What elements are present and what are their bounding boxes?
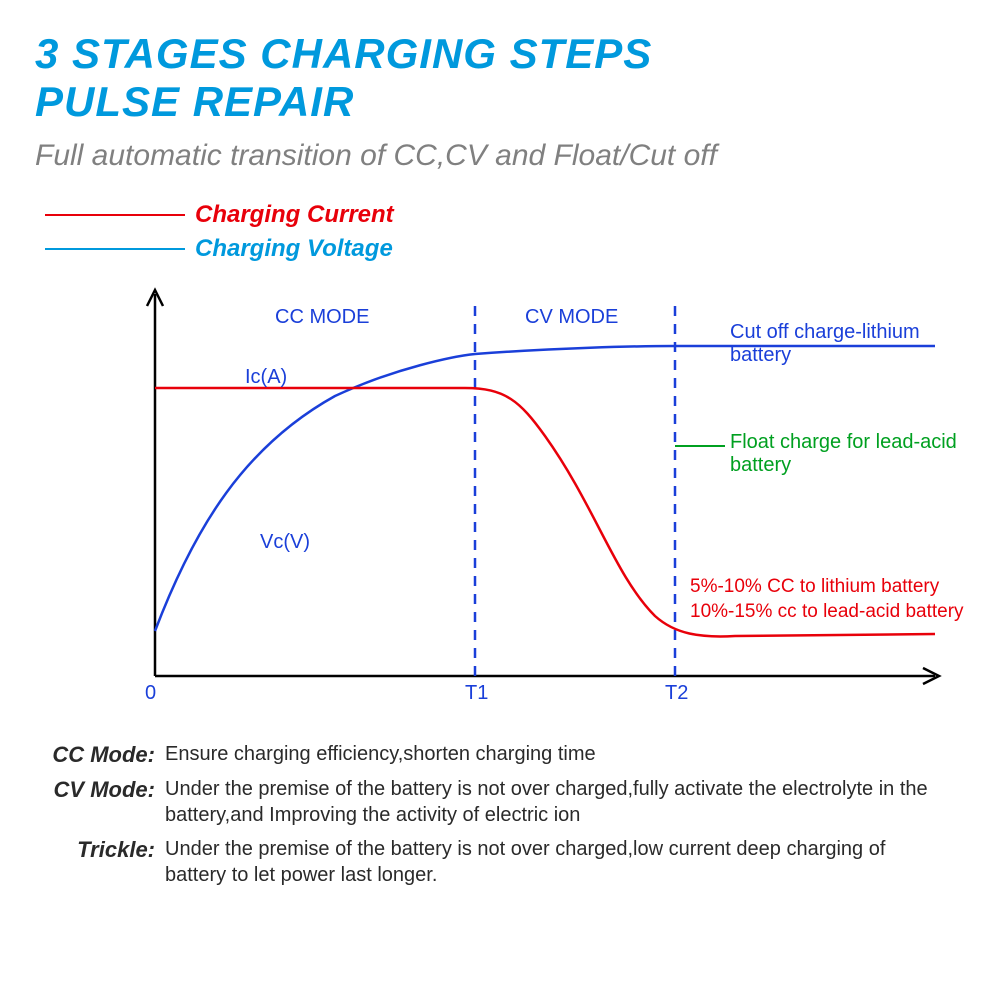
legend-current: Charging Current [45, 198, 965, 232]
mode-desc-cv: Under the premise of the battery is not … [165, 776, 945, 828]
ic-label: Ic(A) [245, 366, 287, 389]
title-line2: PULSE REPAIR [35, 78, 354, 125]
cc-mode-label: CC MODE [275, 306, 369, 329]
mode-row-cc: CC Mode: Ensure charging efficiency,shor… [35, 741, 965, 768]
mode-row-trickle: Trickle: Under the premise of the batter… [35, 836, 965, 888]
legend-current-line [45, 214, 185, 216]
li-note-label: 5%-10% CC to lithium battery [690, 576, 939, 598]
mode-name-trickle: Trickle: [35, 836, 165, 863]
legend-voltage-line [45, 248, 185, 250]
subtitle: Full automatic transition of CC,CV and F… [35, 139, 965, 173]
legend-voltage: Charging Voltage [45, 232, 965, 266]
t1-label: T1 [465, 682, 488, 705]
lead-note-label: 10%-15% cc to lead-acid battery [690, 601, 964, 623]
main-title: 3 STAGES CHARGING STEPS PULSE REPAIR [35, 30, 965, 127]
chart: 0 T1 T2 CC MODE CV MODE Ic(A) Vc(V) Cut … [35, 276, 965, 721]
t2-label: T2 [665, 682, 688, 705]
title-line1: 3 STAGES CHARGING STEPS [35, 30, 652, 77]
float-label: Float charge for lead-acid battery [730, 431, 960, 477]
mode-desc-trickle: Under the premise of the battery is not … [165, 836, 945, 888]
mode-row-cv: CV Mode: Under the premise of the batter… [35, 776, 965, 828]
legend-voltage-label: Charging Voltage [195, 235, 393, 263]
mode-desc-cc: Ensure charging efficiency,shorten charg… [165, 741, 596, 767]
mode-descriptions: CC Mode: Ensure charging efficiency,shor… [35, 741, 965, 888]
vc-label: Vc(V) [260, 531, 310, 554]
cutoff-label: Cut off charge-lithium battery [730, 321, 960, 367]
legend-current-label: Charging Current [195, 201, 394, 229]
mode-name-cc: CC Mode: [35, 741, 165, 768]
origin-label: 0 [145, 682, 156, 705]
legend: Charging Current Charging Voltage [45, 198, 965, 266]
current-curve [155, 388, 935, 636]
mode-name-cv: CV Mode: [35, 776, 165, 803]
cv-mode-label: CV MODE [525, 306, 618, 329]
